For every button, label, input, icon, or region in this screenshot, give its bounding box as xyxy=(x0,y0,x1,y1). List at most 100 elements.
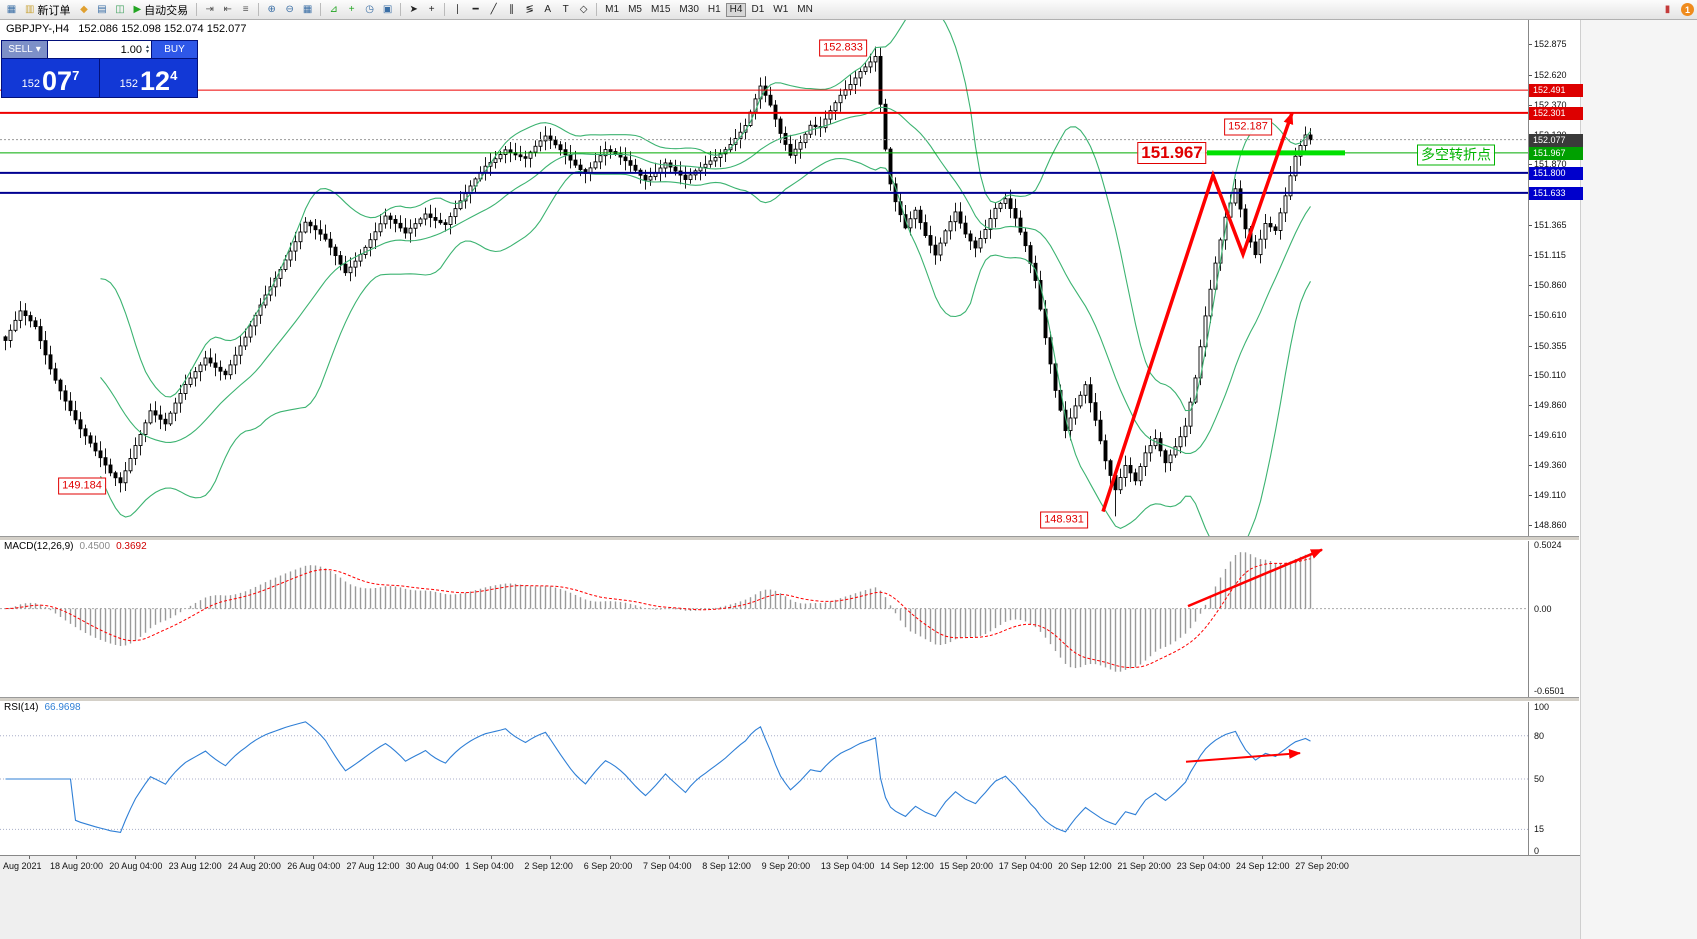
tile-windows-icon[interactable]: ▦ xyxy=(302,3,313,15)
time-axis-label: 26 Aug 04:00 xyxy=(287,861,341,871)
channel-icon[interactable]: ∥ xyxy=(509,3,515,15)
time-axis-label: 30 Aug 04:00 xyxy=(405,861,459,871)
timeframe-h4[interactable]: H4 xyxy=(725,2,747,17)
cursor-icon[interactable]: ➤ xyxy=(409,3,418,15)
expert-advisors-icon[interactable]: ◆ xyxy=(80,3,88,15)
chart-window-icon[interactable]: ▦ xyxy=(6,3,17,15)
price-label-annotation: 149.184 xyxy=(58,477,106,495)
notification-badge[interactable]: 1 xyxy=(1681,3,1694,16)
price-scale-mark xyxy=(1529,74,1532,76)
alert-icon[interactable]: ▮ xyxy=(1664,3,1671,15)
time-axis-label: 23 Aug 12:00 xyxy=(168,861,222,871)
new-order-button-label: 新订单 xyxy=(37,4,71,17)
rsi-scale-tick: 100 xyxy=(1534,702,1550,712)
price-label-annotation: 148.931 xyxy=(1040,511,1088,529)
price-scale-tick: 150.355 xyxy=(1534,340,1567,351)
time-axis-mark xyxy=(1262,856,1263,859)
chart-ohlc-header: GBPJPY-,H4 152.086 152.098 152.074 152.0… xyxy=(6,23,246,35)
shapes-icon[interactable]: ◇ xyxy=(579,3,588,15)
time-axis-mark xyxy=(76,856,77,859)
template-icon[interactable]: ▣ xyxy=(382,3,393,15)
timeframe-w1[interactable]: W1 xyxy=(773,4,789,15)
macd-scale-tick: -0.6501 xyxy=(1534,686,1565,696)
market-watch-icon[interactable]: ▤ xyxy=(97,3,107,15)
price-scale-tick: 151.365 xyxy=(1534,219,1567,230)
time-axis-mark xyxy=(253,856,255,859)
new-order-button-icon: ▥ xyxy=(25,4,35,15)
auto-trading-button[interactable]: ▶ 自动交易 xyxy=(129,2,192,17)
price-scale-tick: 151.870 xyxy=(1534,159,1567,170)
chart-shift-icon[interactable]: ⇥ xyxy=(205,3,214,15)
time-axis-label: 18 Aug 20:00 xyxy=(50,861,104,871)
label-icon[interactable]: T xyxy=(562,3,569,15)
zoom-in-icon[interactable]: ⊕ xyxy=(267,3,276,15)
sell-button[interactable]: SELL ▾ xyxy=(2,41,47,58)
add-indicator-icon[interactable]: + xyxy=(348,3,355,15)
timeframe-h1[interactable]: H1 xyxy=(707,4,721,15)
time-axis-mark xyxy=(1024,856,1026,859)
time-axis-label: 20 Aug 04:00 xyxy=(109,861,163,871)
new-order-button[interactable]: ▥ 新订单 xyxy=(21,2,74,17)
rsi-panel[interactable] xyxy=(0,700,1528,855)
sell-price-button[interactable]: 152 07 7 xyxy=(2,59,99,97)
price-scale-tick: 149.110 xyxy=(1534,489,1566,500)
price-scale-mark xyxy=(1529,224,1532,226)
time-axis-label: 8 Sep 12:00 xyxy=(702,861,751,871)
volume-down-icon[interactable]: ▾ xyxy=(145,48,149,55)
buy-button[interactable]: BUY xyxy=(152,41,197,58)
text-icon[interactable]: A xyxy=(544,3,551,15)
panel-separator[interactable] xyxy=(0,697,1579,702)
timeframe-mn[interactable]: MN xyxy=(797,4,813,15)
fibonacci-icon[interactable]: ≶ xyxy=(525,3,534,15)
time-axis-mark xyxy=(728,856,730,859)
crosshair-icon[interactable]: + xyxy=(428,3,435,15)
indicators-icon[interactable]: ⊿ xyxy=(329,3,338,15)
volume-input[interactable]: 1.00 ▴ ▾ xyxy=(48,41,151,58)
auto-trading-button-icon: ▶ xyxy=(133,4,142,15)
data-window-icon[interactable]: ◫ xyxy=(115,3,125,15)
time-axis-mark xyxy=(135,856,137,859)
trendline-icon[interactable]: ╱ xyxy=(490,3,497,15)
timeframe-m1[interactable]: M1 xyxy=(605,4,620,15)
price-scale[interactable]: 152.875152.620152.370152.120151.870151.6… xyxy=(1528,19,1583,856)
price-scale-mark xyxy=(1529,104,1532,106)
time-axis[interactable]: Aug 2021 18 Aug 20:00 20 Aug 04:00 23 Aug 1… xyxy=(0,855,1580,939)
auto-scroll-icon[interactable]: ⇤ xyxy=(223,3,232,15)
volume-up-icon[interactable]: ▴ xyxy=(145,43,149,50)
time-axis-label: 24 Aug 20:00 xyxy=(227,861,281,871)
vertical-line-icon[interactable]: ∣ xyxy=(455,3,461,15)
time-axis-label: 1 Sep 04:00 xyxy=(465,861,514,871)
buy-price-prefix: 152 xyxy=(119,78,139,90)
zoom-out-icon[interactable]: ⊖ xyxy=(285,3,294,15)
price-scale-mark xyxy=(1529,345,1532,347)
price-chart[interactable] xyxy=(0,19,1528,536)
macd-panel[interactable] xyxy=(0,539,1528,697)
horizontal-line-icon[interactable]: ━ xyxy=(472,3,479,15)
price-scale-tick: 148.860 xyxy=(1534,519,1567,530)
bar-chart-type-icon[interactable]: ≡ xyxy=(242,3,249,15)
time-axis-label: 14 Sep 12:00 xyxy=(880,861,934,871)
one-click-trading-panel: SELL ▾ 1.00 ▴ ▾ BUY 152 07 7 152 12 4 xyxy=(1,40,198,98)
timeframe-m15[interactable]: M15 xyxy=(650,4,671,15)
period-icon[interactable]: ◷ xyxy=(365,3,375,15)
time-axis-mark xyxy=(194,856,196,859)
buy-price-button[interactable]: 152 12 4 xyxy=(100,59,197,97)
timeframe-m30[interactable]: M30 xyxy=(679,4,699,15)
price-scale-tick: 149.610 xyxy=(1534,430,1567,441)
price-tag: 151.800 xyxy=(1529,166,1583,180)
timeframe-d1[interactable]: D1 xyxy=(751,4,765,15)
timeframe-m5[interactable]: M5 xyxy=(628,4,642,15)
time-axis-mark xyxy=(1321,856,1323,859)
time-axis-label: 27 Aug 12:00 xyxy=(346,861,400,871)
time-axis-label: 20 Sep 12:00 xyxy=(1058,861,1112,871)
price-scale-mark xyxy=(1529,375,1532,377)
price-scale-mark xyxy=(1529,44,1532,46)
time-axis-mark xyxy=(787,856,789,859)
price-scale-tick: 149.860 xyxy=(1534,400,1567,411)
panel-separator[interactable] xyxy=(0,536,1579,541)
time-axis-label: 27 Sep 20:00 xyxy=(1295,861,1349,871)
price-scale-tick: 152.370 xyxy=(1534,99,1567,110)
time-axis-label: 2 Sep 12:00 xyxy=(524,861,573,871)
time-axis-label: 24 Sep 12:00 xyxy=(1236,861,1290,871)
time-axis-mark xyxy=(846,856,848,859)
